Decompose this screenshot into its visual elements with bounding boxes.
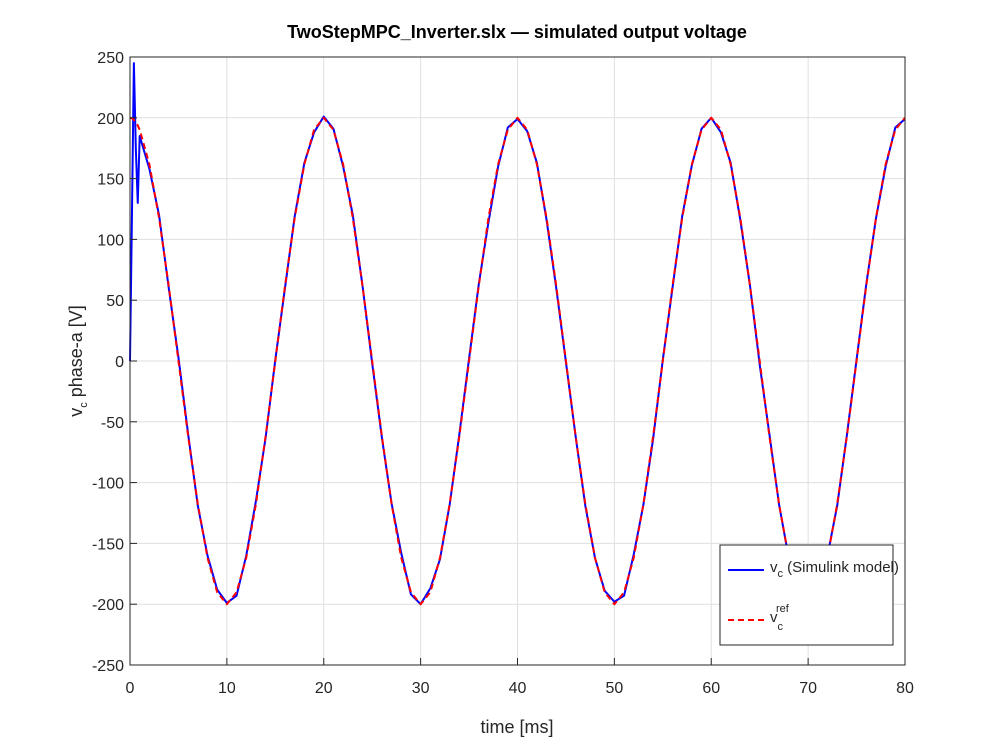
x-tick-label: 80 — [896, 680, 914, 697]
legend-name-sup: ref — [776, 603, 790, 615]
y-tick-label: -250 — [92, 658, 124, 675]
chart-title: TwoStepMPC_Inverter.slx — simulated outp… — [287, 22, 747, 42]
legend-box — [719, 544, 894, 646]
y-tick-label: -200 — [92, 597, 124, 614]
ticks: 0 10 20 30 40 50 60 70 80 -250 -200 -150 -100 -50 0 50 1… — [92, 50, 914, 697]
x-tick-label: 30 — [412, 680, 430, 697]
y-axis-label: vc phase-a [V] — [66, 305, 90, 417]
legend-name-rest: (Simulink model) — [783, 559, 899, 576]
series-line — [129, 116, 906, 606]
legend-label: vc (Simulink model) — [770, 559, 899, 580]
x-axis-label: time [ms] — [480, 717, 553, 737]
x-tick-label: 20 — [315, 680, 333, 697]
x-tick-label: 0 — [126, 680, 135, 697]
y-tick-label: 250 — [97, 50, 124, 67]
y-tick-label: -50 — [101, 415, 124, 432]
legend-label: vc ref — [770, 603, 790, 633]
y-tick-label: -100 — [92, 476, 124, 493]
y-tick-label: 0 — [115, 354, 124, 371]
y-tick-label: 150 — [97, 172, 124, 189]
y-tick-label: 50 — [106, 293, 124, 310]
legend-name-sub: c — [778, 621, 784, 633]
x-tick-label: 70 — [799, 680, 817, 697]
x-tick-label: 60 — [702, 680, 720, 697]
plot-lines — [129, 62, 906, 606]
y-label-sub: c — [78, 402, 90, 408]
y-tick-label: 200 — [97, 111, 124, 128]
y-tick-label: 100 — [97, 232, 124, 249]
y-label-rest: phase-a [V] — [66, 305, 86, 402]
legend-name: v — [770, 559, 778, 576]
legend: vc (Simulink model)vcref — [719, 544, 899, 646]
legend-name-sub: c — [778, 568, 784, 580]
x-tick-label: 40 — [509, 680, 527, 697]
y-label-main: v — [66, 408, 86, 417]
x-tick-label: 10 — [218, 680, 236, 697]
x-tick-label: 50 — [605, 680, 623, 697]
legend-name: v — [770, 609, 778, 626]
y-tick-label: -150 — [92, 536, 124, 553]
